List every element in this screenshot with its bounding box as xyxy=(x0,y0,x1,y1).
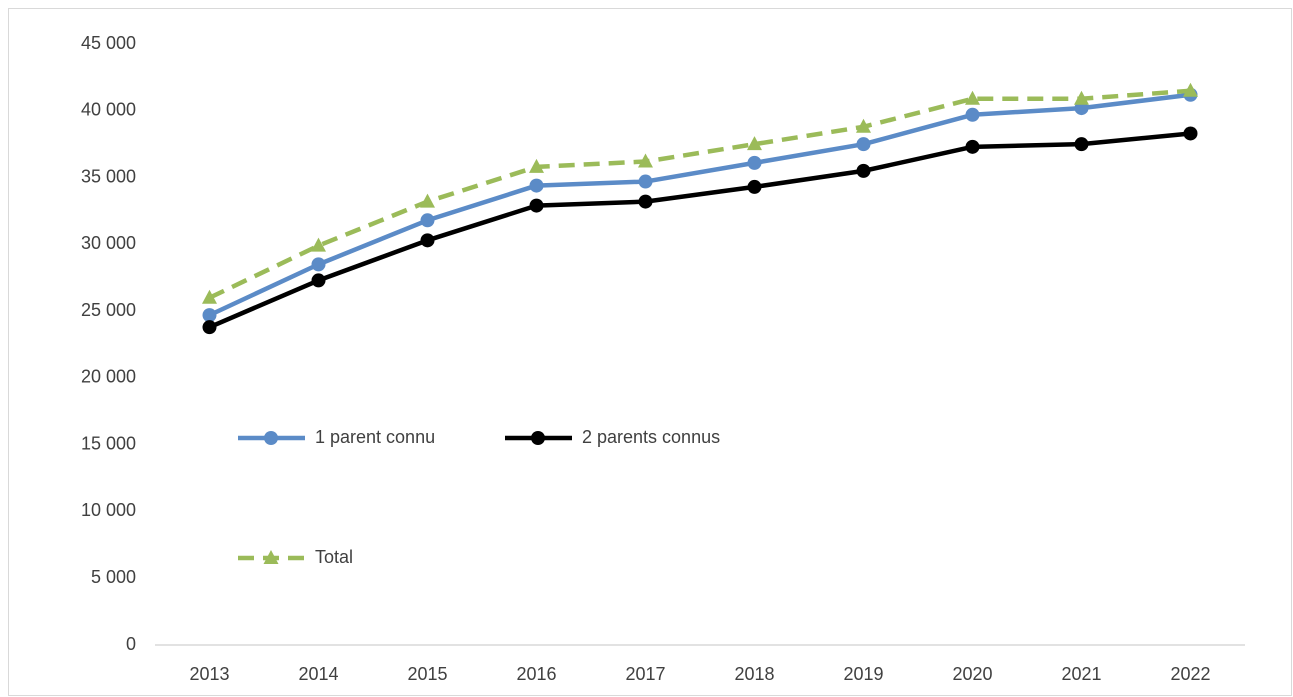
legend-label: Total xyxy=(315,547,353,567)
series-line xyxy=(208,92,1191,318)
marker xyxy=(1183,126,1198,141)
marker xyxy=(638,174,653,189)
x-tick-label: 2014 xyxy=(298,664,338,684)
y-tick-label: 30 000 xyxy=(81,233,136,253)
x-tick-label: 2021 xyxy=(1061,664,1101,684)
x-tick-label: 2022 xyxy=(1170,664,1210,684)
series-line xyxy=(208,88,1191,300)
y-tick-label: 45 000 xyxy=(81,33,136,53)
marker xyxy=(202,289,217,304)
marker xyxy=(638,194,653,209)
marker xyxy=(311,257,326,272)
y-tick-label: 20 000 xyxy=(81,367,136,387)
marker xyxy=(311,237,326,252)
marker xyxy=(1074,137,1089,152)
y-tick-label: 10 000 xyxy=(81,500,136,520)
y-tick-label: 35 000 xyxy=(81,166,136,186)
x-tick-label: 2019 xyxy=(843,664,883,684)
legend-label: 2 parents connus xyxy=(582,427,720,447)
legend-label: 1 parent connu xyxy=(315,427,435,447)
marker xyxy=(965,107,980,122)
series-line xyxy=(208,131,1191,330)
y-tick-label: 5 000 xyxy=(91,567,136,587)
marker xyxy=(529,158,544,173)
y-tick-label: 25 000 xyxy=(81,300,136,320)
y-tick-label: 15 000 xyxy=(81,433,136,453)
marker xyxy=(856,137,871,152)
marker xyxy=(529,198,544,213)
marker xyxy=(965,139,980,154)
y-tick-label: 0 xyxy=(126,634,136,654)
marker xyxy=(311,273,326,288)
legend-marker xyxy=(263,550,279,564)
marker xyxy=(638,153,653,168)
chart-frame xyxy=(8,8,1292,696)
x-tick-label: 2018 xyxy=(734,664,774,684)
marker xyxy=(747,179,762,194)
legend-marker xyxy=(264,431,278,445)
x-tick-label: 2013 xyxy=(189,664,229,684)
marker xyxy=(747,155,762,170)
x-tick-label: 2020 xyxy=(952,664,992,684)
marker xyxy=(420,213,435,228)
x-tick-label: 2017 xyxy=(625,664,665,684)
marker xyxy=(420,193,435,208)
marker xyxy=(965,90,980,105)
x-tick-label: 2015 xyxy=(407,664,447,684)
x-tick-label: 2016 xyxy=(516,664,556,684)
marker xyxy=(202,308,217,323)
marker xyxy=(529,178,544,193)
y-tick-label: 40 000 xyxy=(81,100,136,120)
marker xyxy=(1074,90,1089,105)
marker xyxy=(747,136,762,151)
marker xyxy=(420,233,435,248)
marker xyxy=(202,320,217,335)
legend-marker xyxy=(531,431,545,445)
marker xyxy=(856,118,871,133)
marker xyxy=(1183,82,1198,97)
marker xyxy=(856,163,871,178)
